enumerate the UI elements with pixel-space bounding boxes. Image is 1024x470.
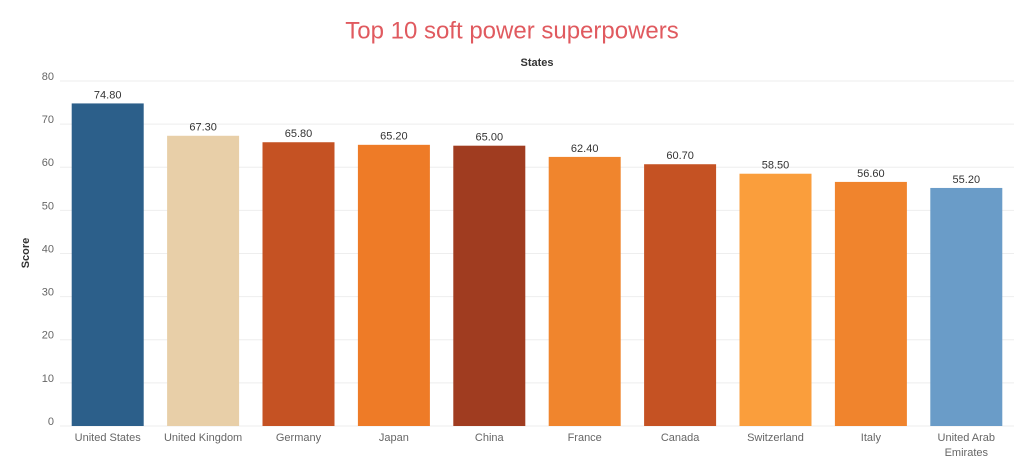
y-tick-label: 40 [42, 243, 54, 255]
value-label: 56.60 [857, 168, 885, 180]
x-tick-label: United Arab Emirates [937, 432, 996, 459]
y-axis-label: Score [20, 238, 32, 269]
y-tick-label: 30 [42, 287, 54, 299]
x-tick-label: Switzerland [747, 432, 804, 444]
value-label: 65.80 [285, 128, 313, 140]
bar [357, 144, 430, 426]
y-tick-label: 50 [42, 200, 54, 212]
x-tick-label: France [567, 432, 602, 444]
value-label: 74.80 [94, 89, 122, 101]
bar [167, 135, 240, 427]
bar [930, 187, 1003, 426]
x-axis-label: States [520, 57, 553, 69]
y-tick-label: 20 [42, 330, 54, 342]
bar [834, 181, 907, 426]
chart-title: Top 10 soft power superpowers [345, 17, 679, 44]
value-label: 65.20 [380, 131, 408, 143]
y-tick-label: 60 [42, 157, 54, 169]
bar [262, 142, 335, 427]
value-label: 67.30 [189, 122, 217, 134]
bar [548, 156, 621, 426]
value-label: 65.00 [476, 132, 504, 144]
y-tick-label: 70 [42, 114, 54, 126]
x-tick-label: Canada [660, 432, 700, 444]
y-tick-label: 10 [42, 373, 54, 385]
y-tick-label: 0 [48, 416, 54, 428]
x-tick-label: Japan [378, 432, 409, 444]
bar [739, 173, 812, 426]
bar [644, 164, 717, 426]
x-tick-label: Germany [275, 432, 322, 444]
x-tick-label: China [474, 432, 504, 444]
value-label: 58.50 [762, 160, 790, 172]
bar [453, 145, 526, 426]
value-label: 60.70 [666, 150, 694, 162]
value-label: 62.40 [571, 143, 599, 155]
x-tick-label: United Kingdom [163, 432, 243, 444]
bar [71, 103, 144, 427]
x-tick-label: Italy [860, 432, 881, 444]
y-tick-label: 80 [42, 71, 54, 83]
x-tick-label: United States [74, 432, 141, 444]
value-label: 55.20 [953, 174, 981, 186]
